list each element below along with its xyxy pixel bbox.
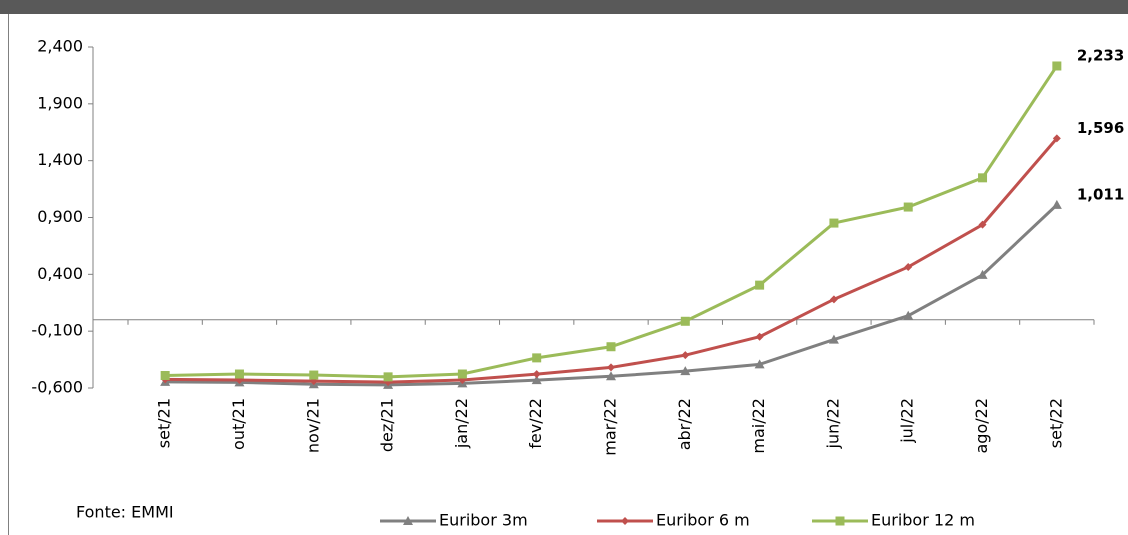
legend-label: Euribor 3m — [439, 511, 528, 530]
data-point — [1052, 134, 1061, 143]
data-point — [978, 173, 988, 183]
data-point — [978, 220, 987, 229]
x-tick-label: ago/22 — [972, 398, 991, 454]
data-point — [606, 342, 616, 352]
x-tick-label: fev/22 — [526, 398, 545, 449]
data-point — [755, 280, 765, 290]
data-point — [1051, 199, 1062, 209]
y-tick-label: 2,400 — [37, 37, 83, 56]
data-point — [160, 370, 170, 380]
data-label: 1,011 — [1077, 185, 1124, 203]
data-point — [606, 371, 616, 381]
data-point — [234, 369, 244, 379]
source-note: Fonte: EMMI — [76, 503, 174, 522]
data-point — [755, 332, 764, 341]
x-tick-label: jun/22 — [823, 398, 842, 449]
data-point — [754, 359, 765, 369]
y-tick-label: 0,900 — [37, 207, 83, 226]
data-point — [681, 351, 690, 360]
data-point — [903, 310, 914, 320]
y-tick-label: 0,400 — [37, 264, 83, 283]
x-tick-label: mai/22 — [749, 398, 768, 454]
legend-label: Euribor 6 m — [656, 511, 750, 530]
data-label: 2,233 — [1077, 46, 1124, 64]
data-point — [1052, 61, 1062, 71]
data-point — [828, 334, 839, 344]
data-point — [532, 370, 541, 379]
x-tick-label: nov/21 — [303, 398, 322, 453]
series-line — [165, 65, 1059, 379]
series-line — [165, 203, 1058, 387]
legend-marker — [403, 516, 413, 525]
legend-label: Euribor 12 m — [871, 511, 975, 530]
data-point — [904, 262, 913, 271]
x-tick-label: abr/22 — [675, 398, 694, 450]
data-point — [531, 375, 542, 385]
header-bar — [0, 0, 1128, 14]
x-tick-label: set/21 — [155, 398, 174, 448]
y-tick-label: -0,100 — [31, 321, 83, 340]
data-point — [607, 363, 615, 372]
data-point — [977, 269, 988, 279]
x-tick-label: jul/22 — [898, 398, 917, 444]
data-point — [829, 295, 838, 304]
data-point — [457, 369, 467, 379]
x-tick-label: set/22 — [1046, 398, 1065, 448]
x-tick-label: jan/22 — [452, 398, 471, 449]
legend-marker — [835, 516, 845, 526]
data-point — [680, 316, 690, 326]
data-point — [829, 218, 839, 228]
data-point — [680, 366, 691, 376]
x-tick-label: mar/22 — [601, 398, 620, 456]
legend-marker — [621, 517, 629, 525]
data-point — [532, 353, 542, 363]
data-point — [309, 370, 319, 380]
x-tick-label: dez/21 — [378, 398, 397, 452]
data-point — [383, 372, 393, 382]
y-tick-label: -0,600 — [31, 378, 83, 397]
data-label: 1,596 — [1077, 119, 1124, 137]
x-tick-label: out/21 — [229, 398, 248, 450]
y-tick-label: 1,400 — [37, 150, 83, 169]
y-tick-label: 1,900 — [37, 93, 83, 112]
data-point — [903, 202, 913, 212]
